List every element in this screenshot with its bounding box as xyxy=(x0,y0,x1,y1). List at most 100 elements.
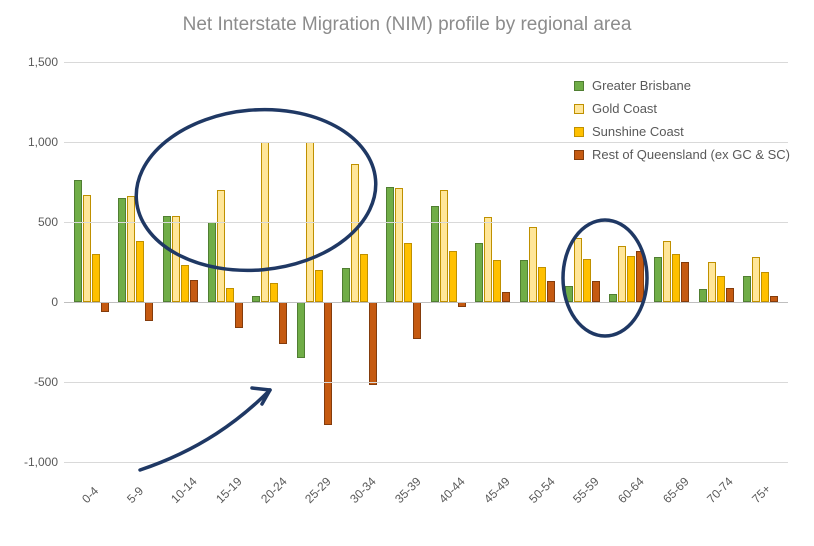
bar xyxy=(386,187,394,302)
x-tick-label: 0-4 xyxy=(79,484,101,506)
bar xyxy=(83,195,91,302)
x-tick-label: 15-19 xyxy=(213,474,245,506)
bar xyxy=(235,302,243,328)
x-tick-label: 20-24 xyxy=(258,474,290,506)
bar xyxy=(190,280,198,302)
bar xyxy=(574,238,582,302)
gridline xyxy=(64,222,788,223)
x-tick-label: 55-59 xyxy=(570,474,602,506)
bar xyxy=(484,217,492,302)
y-tick-label: 1,500 xyxy=(10,55,58,69)
legend-item: Sunshine Coast xyxy=(574,124,790,139)
bar xyxy=(351,164,359,302)
bar xyxy=(136,241,144,302)
legend-swatch xyxy=(574,127,584,137)
x-tick-label: 5-9 xyxy=(124,484,146,506)
bar xyxy=(592,281,600,302)
bar xyxy=(618,246,626,302)
bar xyxy=(101,302,109,312)
bar xyxy=(342,268,350,302)
legend-swatch xyxy=(574,104,584,114)
bar xyxy=(475,243,483,302)
bar xyxy=(502,292,510,302)
bar xyxy=(654,257,662,302)
bar xyxy=(493,260,501,302)
bar xyxy=(74,180,82,302)
bar xyxy=(708,262,716,302)
bar xyxy=(717,276,725,302)
bar xyxy=(609,294,617,302)
bar xyxy=(360,254,368,302)
y-tick-label: -500 xyxy=(10,375,58,389)
bar xyxy=(118,198,126,302)
legend-swatch xyxy=(574,150,584,160)
bar xyxy=(583,259,591,302)
bar xyxy=(279,302,287,344)
y-tick-label: -1,000 xyxy=(10,455,58,469)
bar xyxy=(404,243,412,302)
bar xyxy=(413,302,421,339)
bar xyxy=(627,256,635,302)
bar xyxy=(726,288,734,302)
bar xyxy=(92,254,100,302)
bar xyxy=(672,254,680,302)
bar xyxy=(226,288,234,302)
legend-swatch xyxy=(574,81,584,91)
nim-chart: Net Interstate Migration (NIM) profile b… xyxy=(0,0,814,546)
zero-line xyxy=(64,302,788,303)
legend-item: Gold Coast xyxy=(574,101,790,116)
bar xyxy=(752,257,760,302)
x-tick-label: 35-39 xyxy=(392,474,424,506)
bar xyxy=(681,262,689,302)
legend: Greater Brisbane Gold Coast Sunshine Coa… xyxy=(574,78,790,170)
bar xyxy=(565,286,573,302)
bar xyxy=(297,302,305,358)
bar xyxy=(270,283,278,302)
gridline xyxy=(64,382,788,383)
bar xyxy=(127,196,135,302)
x-tick-label: 30-34 xyxy=(347,474,379,506)
bar xyxy=(217,190,225,302)
legend-item: Rest of Queensland (ex GC & SC) xyxy=(574,147,790,162)
x-tick-label: 70-74 xyxy=(704,474,736,506)
bar xyxy=(538,267,546,302)
legend-label: Rest of Queensland (ex GC & SC) xyxy=(592,147,790,162)
bar xyxy=(699,289,707,302)
bar xyxy=(636,251,644,302)
bar xyxy=(163,216,171,302)
bar xyxy=(208,222,216,302)
bar xyxy=(172,216,180,302)
x-tick-label: 50-54 xyxy=(526,474,558,506)
x-tick-label: 40-44 xyxy=(436,474,468,506)
bar xyxy=(181,265,189,302)
bar xyxy=(395,188,403,302)
bar xyxy=(440,190,448,302)
y-tick-label: 500 xyxy=(10,215,58,229)
x-tick-label: 45-49 xyxy=(481,474,513,506)
x-tick-label: 25-29 xyxy=(302,474,334,506)
legend-label: Greater Brisbane xyxy=(592,78,691,93)
bar xyxy=(547,281,555,302)
gridline xyxy=(64,62,788,63)
gridline xyxy=(64,462,788,463)
bar xyxy=(761,272,769,302)
x-axis-labels: 0-4 5-9 10-14 15-19 20-24 25-29 30-34 35-39 40-4… xyxy=(64,466,788,536)
bar xyxy=(431,206,439,302)
y-tick-label: 0 xyxy=(10,295,58,309)
bar xyxy=(663,241,671,302)
bar xyxy=(449,251,457,302)
bar xyxy=(743,276,751,302)
y-tick-label: 1,000 xyxy=(10,135,58,149)
bar xyxy=(520,260,528,302)
chart-title: Net Interstate Migration (NIM) profile b… xyxy=(0,14,814,36)
x-tick-label: 65-69 xyxy=(660,474,692,506)
bar xyxy=(145,302,153,321)
legend-label: Gold Coast xyxy=(592,101,657,116)
legend-label: Sunshine Coast xyxy=(592,124,684,139)
x-tick-label: 75+ xyxy=(749,482,773,506)
x-tick-label: 10-14 xyxy=(169,474,201,506)
bar xyxy=(529,227,537,302)
bar xyxy=(315,270,323,302)
bar xyxy=(324,302,332,425)
legend-item: Greater Brisbane xyxy=(574,78,790,93)
